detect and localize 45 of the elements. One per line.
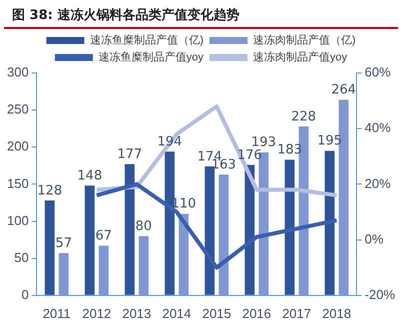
y2-tick-label: 20% (364, 176, 392, 191)
data-label: 67 (95, 228, 112, 244)
x-tick-label: 2016 (242, 306, 272, 321)
x-tick-label: 2014 (162, 306, 192, 321)
bar (284, 160, 295, 295)
data-label: 264 (331, 82, 356, 98)
data-label: 194 (157, 134, 182, 150)
y-tick-label: 150 (6, 176, 29, 191)
data-label: 80 (135, 218, 152, 234)
bar (124, 164, 135, 295)
data-label: 177 (117, 147, 142, 162)
y-tick-label: 250 (6, 102, 29, 117)
x-tick-label: 2012 (82, 306, 112, 321)
x-tick-label: 2018 (322, 306, 352, 321)
bar (58, 253, 69, 295)
x-tick-label: 2011 (42, 306, 71, 321)
data-label: 57 (55, 236, 72, 252)
y2-tick-label: 0% (364, 231, 384, 246)
legend-label: 速冻鱼糜制品产值（亿) (90, 34, 204, 47)
data-label: 163 (211, 157, 236, 172)
y-tick-label: 300 (6, 64, 29, 80)
data-label: 148 (77, 168, 102, 184)
x-tick-label: 2013 (122, 306, 152, 321)
y-tick-label: 100 (6, 212, 29, 228)
y2-tick-label: -20% (364, 286, 396, 302)
x-tick-label: 2017 (282, 306, 312, 321)
bar (44, 200, 55, 295)
y2-tick-label: 40% (364, 120, 392, 136)
bar (98, 246, 109, 295)
y-tick-label: 0 (21, 286, 29, 302)
y-tick-label: 200 (6, 138, 29, 154)
bar (84, 186, 95, 295)
bar (324, 150, 335, 295)
legend-label: 速冻肉制品产值yoy (253, 50, 348, 64)
y-tick-label: 50 (14, 250, 29, 265)
data-label: 193 (251, 135, 276, 150)
legend-label: 速冻肉制品产值（亿) (253, 34, 356, 47)
data-label: 228 (291, 109, 316, 124)
y2-tick-label: 60% (364, 64, 392, 80)
bar (138, 236, 149, 295)
data-label: 128 (37, 183, 62, 198)
legend-label: 速冻鱼糜制品产值yoy (98, 50, 204, 64)
x-tick-label: 2015 (202, 306, 232, 321)
chart-title: 图 38: 速冻火锅料各品类产值变化趋势 (4, 0, 398, 29)
bar (218, 174, 229, 295)
